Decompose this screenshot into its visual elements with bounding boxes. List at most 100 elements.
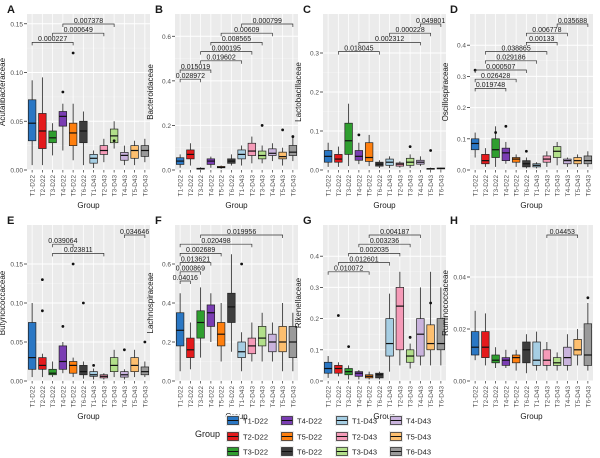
- p-value-label: 0.049801: [416, 18, 445, 25]
- outlier-point: [429, 301, 433, 305]
- box-T1-D43: [532, 162, 541, 169]
- x-tick-label: T4-D43: [565, 175, 572, 197]
- x-tick-label: T4-D43: [270, 386, 277, 408]
- box-T2-D22: [38, 353, 47, 378]
- y-tick-label: 0.0: [162, 168, 171, 175]
- x-tick-label: T3-D22: [50, 175, 57, 197]
- box-T6-D22: [375, 160, 384, 169]
- box-T4-D43: [416, 287, 425, 366]
- box-T4-D22: [206, 156, 216, 168]
- significance-bracket: [220, 32, 273, 37]
- box-T3-D22: [196, 287, 205, 358]
- x-tick-label: T6-D22: [81, 386, 88, 408]
- box-T1-D22: [323, 356, 333, 378]
- x-tick-label: T2-D22: [188, 386, 195, 408]
- x-tick-label: T1-D43: [387, 175, 394, 197]
- legend-label: T1-D22: [243, 417, 268, 426]
- box-iqr: [237, 341, 246, 358]
- x-tick-label: T5-D43: [575, 386, 582, 408]
- x-tick-label: T4-D43: [565, 386, 572, 408]
- box-T3-D43: [552, 352, 562, 371]
- box-T6-D22: [227, 254, 236, 352]
- y-axis-title: Lactobacillaceae: [294, 62, 303, 122]
- significance-bracket: [338, 262, 390, 266]
- x-tick-label: T4-D43: [122, 386, 129, 408]
- x-tick-label: T1-D43: [239, 386, 246, 408]
- box-T6-D43: [583, 151, 593, 167]
- x-axis-title: Group: [373, 412, 396, 421]
- panel-letter: H: [450, 215, 458, 227]
- x-tick-label: T6-D22: [81, 175, 88, 197]
- box-T4-D43: [120, 145, 129, 166]
- box-iqr: [196, 310, 205, 339]
- p-value-label: 0.000799: [253, 18, 282, 25]
- significance-bracket: [31, 42, 74, 46]
- y-tick-label: 0.2: [310, 316, 319, 323]
- x-tick-label: T1-D22: [30, 175, 37, 197]
- significance-bracket: [327, 271, 370, 275]
- outlier-point: [408, 145, 412, 149]
- box-iqr: [27, 322, 37, 370]
- box-iqr: [175, 312, 185, 347]
- box-T5-D22: [511, 154, 521, 167]
- x-tick-label: T6-D43: [142, 175, 149, 197]
- p-value-label: 0.023811: [64, 247, 93, 254]
- p-value-label: 0.04453: [550, 229, 575, 236]
- outlier-point: [524, 149, 528, 153]
- x-tick-label: T3-D22: [493, 386, 500, 408]
- box-iqr: [89, 371, 98, 377]
- outlier-point: [408, 335, 412, 339]
- box-iqr: [583, 155, 593, 165]
- legend-item-T5-D22: T5-D22: [280, 431, 322, 442]
- p-value-label: 0.004187: [380, 229, 409, 236]
- x-tick-label: T3-D43: [112, 175, 119, 197]
- x-tick-label: T2-D43: [544, 386, 551, 408]
- box-T2-D22: [481, 313, 490, 366]
- box-iqr: [79, 120, 88, 144]
- box-T2-D43: [395, 271, 405, 366]
- legend-label: T4-D22: [297, 417, 322, 426]
- p-value-label: 0.00133: [529, 36, 554, 43]
- box-T4-D43: [120, 369, 129, 380]
- box-iqr: [130, 357, 139, 372]
- x-tick-label: T5-D22: [71, 175, 78, 197]
- box-iqr: [68, 122, 78, 146]
- box-T6-D43: [288, 136, 298, 162]
- p-value-label: 0.026428: [481, 73, 510, 80]
- outlier-point: [40, 309, 44, 313]
- x-axis-title: Group: [77, 201, 100, 210]
- x-tick-label: T1-D22: [178, 386, 185, 408]
- box-iqr: [268, 148, 277, 156]
- outlier-point: [112, 139, 116, 143]
- x-tick-label: T3-D22: [198, 175, 205, 197]
- box-T5-D22: [68, 357, 78, 378]
- panel-letter: D: [450, 4, 458, 16]
- x-tick-label: T1-D22: [178, 175, 185, 197]
- box-T3-D43: [109, 349, 119, 378]
- x-tick-label: T3-D43: [260, 175, 267, 197]
- outlier-point: [61, 325, 65, 328]
- legend-item-T3-D22: T3-D22: [226, 446, 268, 457]
- box-T5-D22: [511, 349, 521, 371]
- legend-item-T4-D43: T4-D43: [389, 415, 431, 426]
- p-value-label: 0.006778: [532, 27, 561, 34]
- box-iqr: [511, 354, 521, 364]
- x-tick-label: T5-D22: [514, 175, 521, 197]
- legend-label: T1-D43: [352, 417, 377, 426]
- box-iqr: [257, 326, 267, 347]
- significance-bracket: [420, 23, 442, 27]
- box-iqr: [563, 346, 572, 366]
- x-tick-label: T3-D22: [50, 386, 57, 408]
- x-tick-label: T5-D22: [219, 386, 226, 408]
- significance-bracket: [474, 69, 527, 73]
- box-T6-D22: [375, 371, 384, 380]
- legend-item-T4-D22: T4-D22: [280, 415, 322, 426]
- panel-G: G 0.0 0.1 0.2 0.3 0.4 0.010072 0.012601 0.002035…: [294, 215, 446, 421]
- x-tick-label: T2-D22: [483, 175, 490, 197]
- x-tick-label: T1-D22: [326, 386, 333, 408]
- box-T3-D43: [405, 343, 415, 369]
- x-axis-title: Group: [225, 201, 248, 210]
- x-tick-label: T6-D22: [229, 386, 236, 408]
- box-T3-D43: [257, 145, 267, 164]
